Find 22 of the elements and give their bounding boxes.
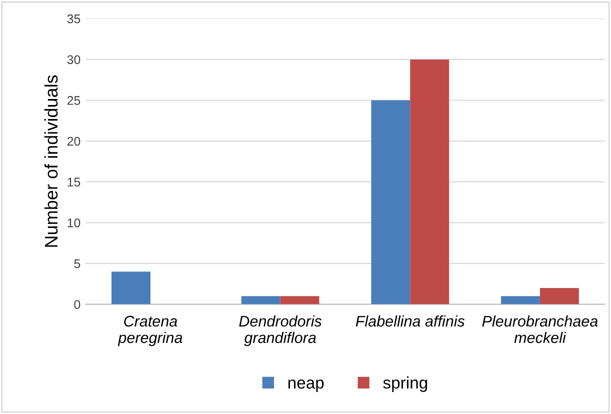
legend-label: spring (383, 376, 428, 392)
bar (540, 288, 579, 304)
y-tick-label: 30 (67, 55, 80, 64)
y-tick-label: 35 (67, 14, 80, 24)
y-axis-title: Number of individuals (44, 75, 58, 247)
x-tick-label: Pleurobranchaea meckeli (482, 315, 598, 344)
bar (371, 100, 410, 304)
bar (410, 59, 450, 304)
bar (280, 296, 320, 304)
y-tick-label: 5 (74, 259, 80, 268)
bar (241, 296, 280, 304)
y-tick-label: 10 (68, 218, 80, 228)
legend-label: neap (288, 380, 324, 392)
x-tick-label: Cratena peregrina (118, 316, 182, 346)
y-tick-label: 0 (74, 300, 80, 309)
x-tick-label: Flabellina affinis (356, 315, 465, 327)
x-tick-label: Dendrodoris grandiflora (239, 315, 322, 346)
bar (501, 296, 540, 304)
bar (112, 272, 150, 304)
y-tick-label: 25 (67, 96, 80, 105)
y-tick-label: 20 (67, 136, 80, 146)
y-tick-label: 15 (68, 178, 80, 187)
